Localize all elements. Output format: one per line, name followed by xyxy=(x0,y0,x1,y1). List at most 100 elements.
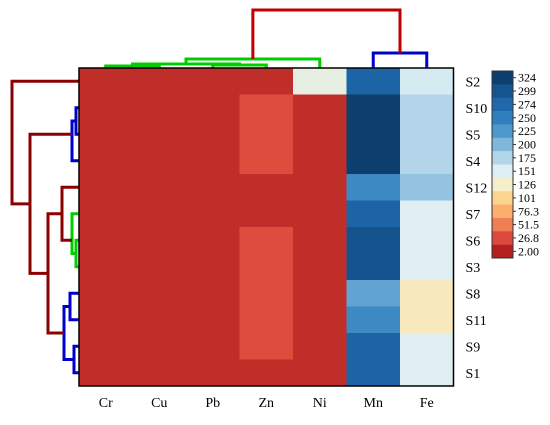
column-labels: Cr Cu Pb Zn Ni Mn Fe xyxy=(99,396,434,411)
heatmap-cell xyxy=(239,306,294,334)
heatmap-cell xyxy=(293,174,347,201)
colorbar-tick-label: 2.00 xyxy=(518,244,539,258)
heatmap-cell xyxy=(132,121,187,148)
colorbar-swatch xyxy=(492,191,513,205)
heatmap-cell xyxy=(400,200,454,228)
row-dendrogram-branch xyxy=(10,79,79,206)
heatmap-cell xyxy=(186,147,240,175)
heatmap-cell xyxy=(79,147,133,175)
row-label: S4 xyxy=(466,155,481,170)
heatmap-cell xyxy=(293,121,347,148)
heatmap-cell xyxy=(346,200,401,228)
heatmap-cell xyxy=(239,68,294,95)
colorbar-swatch xyxy=(492,244,513,259)
heatmap-cell xyxy=(400,253,454,281)
heatmap-cell xyxy=(293,359,347,387)
column-label: Pb xyxy=(205,396,220,411)
column-label: Zn xyxy=(258,396,274,411)
heatmap-cell xyxy=(79,280,133,307)
colorbar-tick-label: 324 xyxy=(518,71,536,85)
colorbar-swatch xyxy=(492,137,513,152)
colorbar-tick-label: 51.5 xyxy=(518,218,539,232)
heatmap-cell xyxy=(239,200,294,228)
heatmap-cell xyxy=(346,306,401,334)
heatmap-cell xyxy=(400,359,454,387)
heatmap-cell xyxy=(132,333,187,360)
heatmap-cell xyxy=(239,121,294,148)
colorbar-swatch xyxy=(492,97,513,112)
colorbar-swatch xyxy=(492,124,513,139)
row-dendrogram-branch xyxy=(68,291,79,322)
colorbar-tick-label: 126 xyxy=(518,178,536,192)
colorbar-swatch xyxy=(492,177,513,192)
colorbar-swatch xyxy=(492,151,513,165)
colorbar-swatch xyxy=(492,204,513,219)
heatmap-cell xyxy=(132,200,187,228)
column-dendrogram-branch xyxy=(251,8,402,59)
heatmap-cell xyxy=(239,94,294,122)
heatmap-cell xyxy=(400,227,454,254)
heatmap-cell xyxy=(79,94,133,122)
heatmap-cell xyxy=(293,68,347,95)
heatmap-cell xyxy=(346,227,401,254)
heatmap-cell xyxy=(400,121,454,148)
colorbar-frame xyxy=(491,70,514,259)
colorbar-swatch xyxy=(492,164,513,179)
colorbar-tick-label: 274 xyxy=(518,97,536,111)
colorbar-tick-label: 175 xyxy=(518,151,536,165)
column-label: Cu xyxy=(151,396,167,411)
heatmap-cell xyxy=(239,147,294,175)
heatmap-cell xyxy=(293,253,347,281)
heatmap-cell xyxy=(346,68,401,95)
heatmap-cell xyxy=(186,359,240,387)
column-dendrogram-branch xyxy=(371,51,429,68)
heatmap-cell xyxy=(346,333,401,360)
heatmap-cell xyxy=(346,174,401,201)
heatmap-cell xyxy=(186,280,240,307)
column-label: Ni xyxy=(313,396,327,411)
heatmap-cell xyxy=(132,94,187,122)
heatmap-cell xyxy=(239,333,294,360)
heatmap-cell xyxy=(186,200,240,228)
heatmap-cell xyxy=(186,121,240,148)
heatmap-cell xyxy=(346,147,401,175)
row-label: S12 xyxy=(466,181,488,196)
row-label: S5 xyxy=(466,128,481,143)
heatmap-cell xyxy=(79,121,133,148)
heatmap-cell xyxy=(293,333,347,360)
heatmap-cell xyxy=(400,280,454,307)
heatmap-cell xyxy=(132,227,187,254)
heatmap-cell xyxy=(239,359,294,387)
colorbar-swatch xyxy=(492,71,513,85)
heatmap-cell xyxy=(346,121,401,148)
column-label: Mn xyxy=(364,396,383,411)
row-label: S11 xyxy=(466,314,487,329)
heatmap-cell xyxy=(239,174,294,201)
heatmap-cell xyxy=(400,333,454,360)
heatmap-cell xyxy=(293,200,347,228)
heatmap-cell xyxy=(79,359,133,387)
heatmap-cell xyxy=(79,174,133,201)
heatmap-cell xyxy=(239,280,294,307)
heatmap-frame xyxy=(78,67,455,387)
heatmap-cell xyxy=(400,94,454,122)
colorbar-swatch xyxy=(492,111,513,125)
heatmap-cell xyxy=(293,94,347,122)
heatmap-cell xyxy=(186,253,240,281)
heatmap-cell xyxy=(132,359,187,387)
heatmap-cell xyxy=(400,147,454,175)
heatmap-cell xyxy=(186,174,240,201)
colorbar-swatch xyxy=(492,231,513,245)
heatmap-cell xyxy=(239,227,294,254)
heatmap-cell xyxy=(400,174,454,201)
row-label: S8 xyxy=(466,287,481,302)
colorbar-tick-label: 250 xyxy=(518,111,536,125)
heatmap-cell xyxy=(346,280,401,307)
heatmap-cell xyxy=(132,68,187,95)
colorbar-tick-label: 151 xyxy=(518,164,536,178)
row-label: S1 xyxy=(466,367,481,382)
heatmap-cell xyxy=(400,68,454,95)
column-dendrogram xyxy=(104,8,429,68)
colorbar-tick-label: 101 xyxy=(518,191,536,205)
row-label: S9 xyxy=(466,340,481,355)
